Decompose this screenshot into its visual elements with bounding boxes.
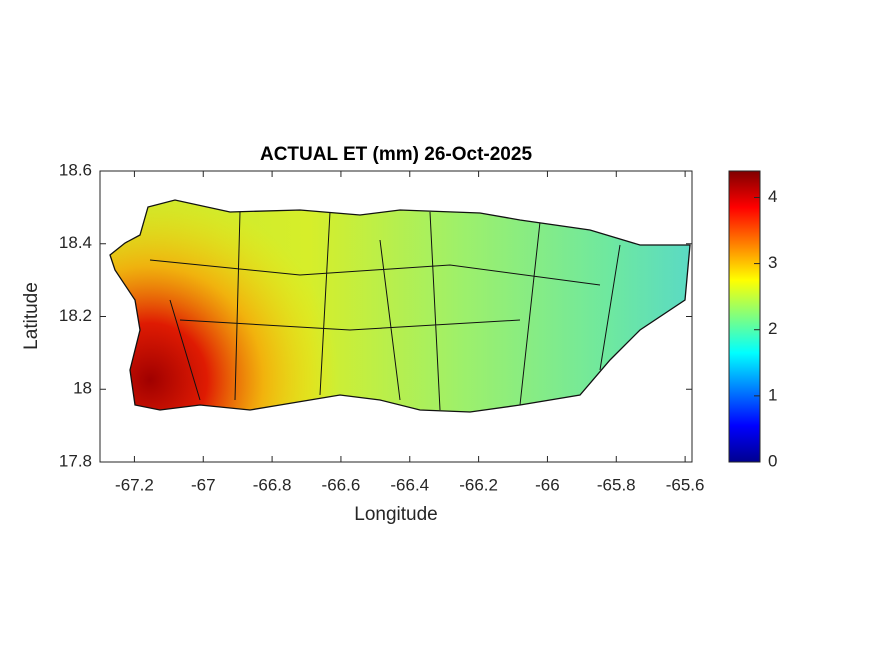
colorbar-tick-label: 0 (768, 451, 777, 470)
y-tick-label: 18.4 (59, 233, 92, 252)
x-tick-label: -66.2 (459, 475, 498, 494)
colorbar-tick-label: 1 (768, 385, 777, 404)
x-tick-label: -65.8 (597, 475, 636, 494)
x-tick-label: -66.4 (390, 475, 429, 494)
colorbar-tick-label: 3 (768, 253, 777, 272)
x-tick-label: -65.6 (666, 475, 705, 494)
x-tick-label: -66.8 (253, 475, 292, 494)
chart-title: ACTUAL ET (mm) 26-Oct-2025 (260, 144, 532, 165)
colorbar (728, 170, 761, 463)
y-tick-label: 18.2 (59, 306, 92, 325)
y-tick-label: 17.8 (59, 451, 92, 470)
x-tick-label: -66.6 (322, 475, 361, 494)
x-axis-label: Longitude (354, 504, 437, 525)
y-axis-label: Latitude (21, 282, 42, 350)
colorbar-tick-label: 4 (768, 187, 777, 206)
y-tick-label: 18 (73, 379, 92, 398)
x-tick-label: -67 (191, 475, 216, 494)
y-tick-label: 18.6 (59, 160, 92, 179)
coastline (109, 199, 691, 413)
x-tick-label: -67.2 (115, 475, 154, 494)
colorbar-tick-label: 2 (768, 319, 777, 338)
island (110, 200, 690, 412)
x-tick-label: -66 (535, 475, 560, 494)
